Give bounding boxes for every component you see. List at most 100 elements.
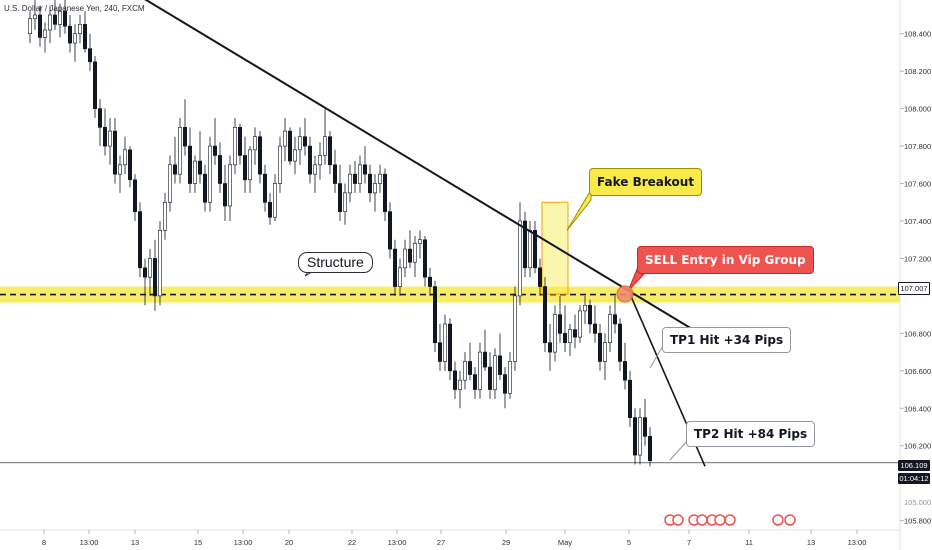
time-tick-label: 22 <box>348 538 356 547</box>
candle-up <box>178 127 183 175</box>
candle-up <box>417 239 422 244</box>
price-axis[interactable]: 108.400 108.200 108.000 107.800 107.600 107.4… <box>899 0 931 550</box>
economic-event-icon <box>672 514 684 526</box>
tp2-pointer <box>669 439 689 461</box>
candle-up <box>148 258 153 278</box>
candle-down <box>622 361 627 381</box>
candle-up <box>233 127 238 166</box>
candle-up <box>73 33 78 44</box>
candle-up <box>277 145 282 184</box>
candle-up <box>552 314 557 353</box>
candle-up <box>282 130 287 147</box>
candle-down <box>542 286 547 344</box>
candle-down <box>437 342 442 362</box>
candle-down <box>337 183 342 212</box>
candle-up <box>123 149 128 166</box>
candle-up <box>507 361 512 394</box>
current-price-tag: 106.109 <box>898 460 930 471</box>
candle-up <box>253 136 258 151</box>
candle-up <box>193 160 198 184</box>
candle-up <box>168 164 173 203</box>
candle-up <box>347 173 352 194</box>
time-axis[interactable]: 8 13:00 13 15 13:00 20 22 13:00 27 29 May 5 7 11 13 13:… <box>0 529 900 547</box>
candle-down <box>647 436 652 462</box>
candle-up <box>517 220 522 297</box>
candle-down <box>143 267 148 278</box>
candle-down <box>447 323 452 372</box>
candle-down <box>83 24 88 49</box>
candle-down <box>287 130 292 162</box>
candle-up <box>462 361 467 381</box>
candle-down <box>68 25 73 44</box>
candle-down <box>362 164 367 175</box>
economic-event-icon <box>714 514 726 526</box>
trendline <box>144 0 691 329</box>
candle-down <box>472 374 477 390</box>
price-tick-label: 107.400 <box>904 217 931 226</box>
candle-down <box>612 314 617 325</box>
candle-up <box>512 295 517 362</box>
candle-up <box>457 379 462 390</box>
candle-up <box>47 14 52 31</box>
candle-up <box>527 230 532 269</box>
candle-down <box>557 314 562 334</box>
tp2-callout: TP2 Hit +84 Pips <box>686 421 816 447</box>
candle-down <box>332 164 337 184</box>
candle-up <box>607 314 612 344</box>
candle-down <box>307 145 312 175</box>
candle-down <box>452 370 457 390</box>
candle-up <box>208 145 213 203</box>
candle-up <box>42 29 47 38</box>
candle-up <box>602 342 607 362</box>
candle-up <box>377 173 382 184</box>
candle-down <box>627 379 632 418</box>
candle-up <box>297 136 302 151</box>
candle-down <box>617 323 622 362</box>
candle-down <box>467 361 472 375</box>
candle-down <box>267 201 272 218</box>
time-tick-label: 13 <box>131 538 139 547</box>
candle-down <box>183 127 188 147</box>
candle-up <box>27 18 32 35</box>
price-tick-label: 108.200 <box>904 67 931 76</box>
candle-up <box>317 155 322 166</box>
candle-up <box>108 130 113 147</box>
candle-down <box>223 183 228 207</box>
candle-down <box>522 220 527 269</box>
candle-down <box>642 417 647 437</box>
candle-down <box>52 14 57 25</box>
fake-breakout-zone <box>541 201 569 295</box>
candle-up <box>292 149 297 162</box>
candle-down <box>243 155 248 181</box>
candle-up <box>372 183 377 194</box>
candle-down <box>597 333 602 362</box>
candle-down <box>93 61 98 109</box>
time-tick-label: 11 <box>745 538 753 547</box>
candle-up <box>272 183 277 218</box>
candle-up <box>78 24 83 35</box>
tp1-callout: TP1 Hit +34 Pips <box>662 327 792 353</box>
candle-down <box>153 258 158 297</box>
time-tick-label: 13:00 <box>80 538 99 547</box>
candle-up <box>118 164 123 175</box>
candle-down <box>262 173 267 203</box>
price-tick-label: 107.800 <box>904 142 931 151</box>
fake-breakout-box <box>541 201 569 295</box>
sell-entry-callout: SELL Entry in Vip Group <box>637 246 814 274</box>
candle-up <box>57 10 62 25</box>
price-tick-label: 108.400 <box>904 30 931 39</box>
time-tick-label: 13:00 <box>388 538 407 547</box>
sell-entry-marker <box>616 285 634 303</box>
candle-down <box>203 173 208 203</box>
candle-up <box>567 329 572 344</box>
candle-up <box>248 149 253 181</box>
candle-down <box>103 127 108 147</box>
structure-band <box>0 286 900 303</box>
candle-up <box>412 243 417 263</box>
candle-down <box>213 145 218 156</box>
candle-down <box>302 136 307 147</box>
candle-down <box>407 248 412 263</box>
price-tick-label: 107.600 <box>904 180 931 189</box>
